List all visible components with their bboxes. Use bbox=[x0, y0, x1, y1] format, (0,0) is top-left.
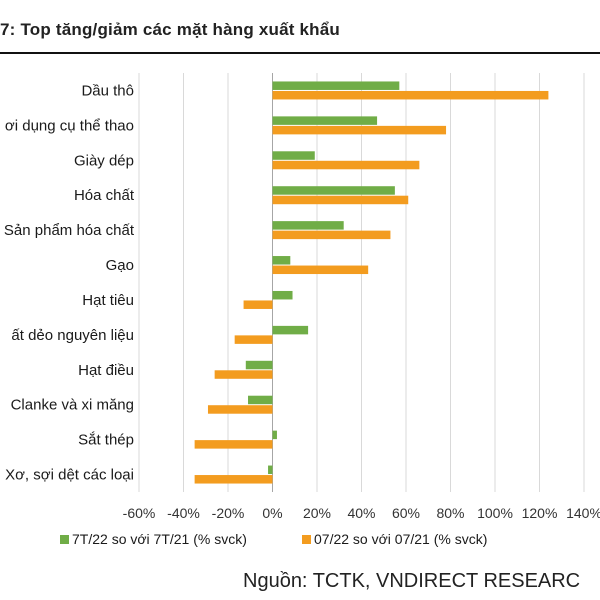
bar-series-07 bbox=[234, 335, 273, 344]
bar-series-7t bbox=[272, 116, 378, 125]
x-tick-label: -20% bbox=[212, 505, 245, 521]
bar-series-07 bbox=[194, 440, 273, 449]
legend-swatch-07 bbox=[302, 535, 311, 544]
title-divider bbox=[0, 52, 600, 54]
category-label: Giày dép bbox=[74, 152, 134, 169]
source-note: Nguồn: TCTK, VNDIRECT RESEARC bbox=[243, 570, 581, 592]
bar-series-07 bbox=[272, 230, 391, 240]
x-tick-label: 100% bbox=[477, 505, 513, 521]
bar-series-7t bbox=[272, 81, 400, 90]
category-label: Sản phẩm hóa chất bbox=[4, 222, 135, 239]
x-tick-label: 40% bbox=[347, 505, 375, 521]
bar-series-7t bbox=[272, 325, 309, 335]
chart-title: 7: Top tăng/giảm các mặt hàng xuất khẩu bbox=[0, 20, 340, 39]
legend-label-7t: 7T/22 so với 7T/21 (% svck) bbox=[72, 531, 247, 547]
bar-series-7t bbox=[272, 221, 344, 230]
bar-series-07 bbox=[272, 125, 447, 135]
x-tick-label: -40% bbox=[167, 505, 200, 521]
bar-series-7t bbox=[248, 395, 273, 405]
category-label: Hạt tiêu bbox=[82, 292, 134, 309]
category-label: Dầu thô bbox=[81, 82, 134, 99]
category-label: Clanke và xi măng bbox=[11, 397, 134, 414]
category-label: Hóa chất bbox=[74, 187, 135, 204]
bar-series-07 bbox=[272, 195, 409, 205]
bar-series-7t bbox=[272, 186, 395, 195]
bar-series-07 bbox=[272, 265, 369, 275]
bar-series-7t bbox=[272, 430, 277, 440]
bar-series-07 bbox=[194, 475, 273, 484]
category-label: ất dẻo nguyên liệu bbox=[11, 327, 134, 344]
bar-series-7t bbox=[245, 360, 273, 370]
bar-series-7t bbox=[272, 256, 291, 265]
bar-series-07 bbox=[272, 90, 549, 100]
x-tick-label: 0% bbox=[262, 505, 282, 521]
x-tick-label: 80% bbox=[436, 505, 464, 521]
x-tick-label: 20% bbox=[303, 505, 331, 521]
bar-series-07 bbox=[272, 160, 420, 170]
legend-label-07: 07/22 so với 07/21 (% svck) bbox=[314, 531, 487, 547]
category-label: Hạt điều bbox=[78, 362, 134, 379]
category-label: Gạo bbox=[106, 257, 134, 274]
bar-series-7t bbox=[268, 465, 273, 475]
bar-series-07 bbox=[214, 370, 273, 379]
category-label: Sắt thép bbox=[78, 432, 134, 449]
bar-series-07 bbox=[243, 300, 273, 309]
bar-series-7t bbox=[272, 151, 315, 160]
bar-series-07 bbox=[207, 405, 273, 414]
x-tick-label: 120% bbox=[522, 505, 558, 521]
category-label: ơi dụng cụ thể thao bbox=[5, 117, 134, 134]
category-label: Xơ, sợi dệt các loại bbox=[5, 467, 134, 484]
x-tick-label: 60% bbox=[392, 505, 420, 521]
bar-series-7t bbox=[272, 290, 293, 300]
x-tick-label: 140% bbox=[566, 505, 600, 521]
x-tick-label: -60% bbox=[123, 505, 156, 521]
legend-swatch-7t bbox=[60, 535, 69, 544]
